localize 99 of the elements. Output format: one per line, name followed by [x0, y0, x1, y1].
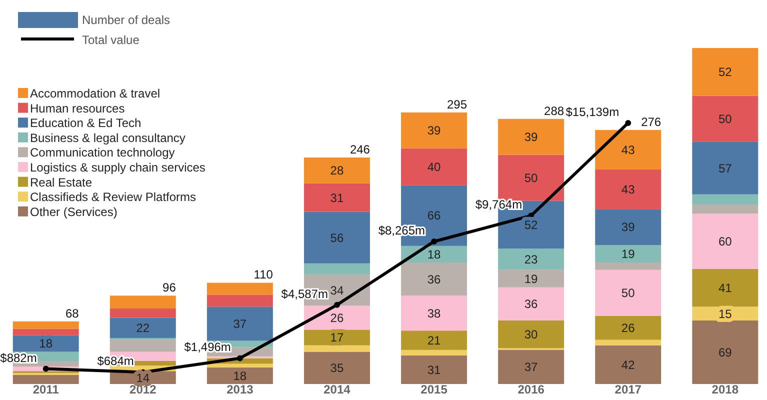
point [625, 120, 632, 126]
bar [692, 214, 758, 269]
data-label: 19 [524, 272, 538, 286]
bar [692, 48, 758, 96]
total-label: 68 [65, 306, 80, 320]
data-label: 43 [621, 182, 636, 197]
data-label: 56 [330, 230, 344, 245]
legend-label: Real Estate [30, 175, 92, 190]
data-label: 18 [427, 247, 442, 262]
point [236, 355, 243, 362]
data-label: 35 [330, 361, 344, 376]
bar [692, 142, 758, 194]
x-tick-label: 2017 [614, 382, 642, 397]
point [431, 238, 438, 244]
data-label: 50 [621, 286, 636, 300]
data-label: 34 [330, 283, 344, 298]
data-label: 22 [136, 321, 150, 336]
bar [304, 263, 370, 274]
data-label: 38 [427, 306, 442, 320]
bar [304, 212, 370, 264]
bar [692, 204, 758, 214]
bar [12, 321, 79, 329]
data-label: 50 [718, 112, 732, 126]
x-tick-label: 2012 [130, 382, 157, 397]
bar [595, 340, 662, 346]
bar [12, 374, 79, 384]
data-label: 17 [330, 330, 344, 345]
data-label: 52 [718, 65, 732, 80]
data-label: $1,496m [184, 340, 231, 354]
data-label: 42 [621, 358, 636, 372]
bar [304, 345, 370, 352]
bar [692, 320, 758, 384]
total-label: 295 [446, 97, 468, 112]
data-label: 40 [427, 160, 442, 174]
x-tick-label: 2013 [226, 382, 254, 397]
data-label: 19 [621, 246, 636, 261]
data-label: 60 [718, 234, 732, 249]
total-label: 276 [641, 114, 662, 129]
point [42, 366, 49, 372]
x-tick-label: 2018 [712, 382, 739, 397]
legend-label: Classifieds & Review Platforms [30, 190, 196, 204]
data-label: 21 [427, 333, 442, 348]
data-label: $4,587m [281, 286, 328, 301]
data-label: 39 [524, 130, 538, 144]
bar [595, 262, 662, 270]
legend-label: Education & Ed Tech [30, 116, 142, 130]
legend-label: Business & legal consultancy [30, 130, 186, 145]
legend-label: Communication technology [30, 146, 175, 160]
bar [206, 364, 273, 368]
legend-label: Other (Services) [30, 204, 118, 219]
x-tick-label: 2016 [518, 382, 545, 397]
legend-label: Accommodation & travel [30, 86, 160, 100]
bar [401, 350, 468, 356]
data-label: 26 [621, 321, 636, 336]
total-label: 246 [350, 142, 370, 157]
x-tick-label: 2014 [324, 382, 351, 397]
data-label: 37 [233, 316, 247, 331]
data-label: 15 [718, 306, 732, 321]
bar [595, 270, 662, 316]
total-label: 96 [162, 280, 176, 295]
data-label: 57 [718, 161, 732, 176]
bar [110, 308, 176, 318]
data-label: 31 [427, 362, 442, 377]
total-label: 288 [544, 104, 564, 118]
data-label: 69 [718, 345, 732, 360]
legend-label: Human resources [30, 101, 125, 116]
data-label: 41 [718, 281, 732, 296]
point [334, 302, 340, 308]
data-label: $15,139m [566, 105, 620, 119]
total-label: 110 [254, 268, 274, 282]
bar [692, 96, 758, 142]
bar [206, 282, 273, 295]
data-label: 36 [524, 297, 538, 312]
data-label: 31 [330, 190, 344, 205]
x-tick-label: 2015 [420, 382, 448, 397]
data-label: 18 [39, 336, 53, 351]
data-label: 18 [233, 368, 247, 383]
bar [692, 194, 758, 204]
data-label: 39 [427, 124, 442, 138]
legend-label: Total value [82, 33, 140, 47]
bar [110, 296, 176, 309]
data-label: 30 [524, 327, 538, 342]
data-label: 66 [427, 208, 442, 223]
data-label: 37 [524, 360, 538, 374]
data-label: 43 [621, 142, 636, 157]
legend-label: Logistics & supply chain services [30, 160, 206, 174]
data-label: 39 [621, 220, 636, 234]
legend-title: Number of deals [82, 13, 170, 27]
data-label: 36 [427, 272, 442, 286]
x-tick-label: 2011 [32, 382, 60, 397]
bar [206, 294, 273, 307]
data-label: 26 [330, 310, 344, 325]
data-label: 52 [524, 218, 538, 232]
data-label: 14 [136, 370, 150, 385]
bar [110, 340, 176, 352]
data-label: 28 [330, 164, 344, 178]
data-label: 23 [524, 252, 538, 266]
data-label: 50 [524, 170, 538, 185]
bar [12, 328, 79, 336]
